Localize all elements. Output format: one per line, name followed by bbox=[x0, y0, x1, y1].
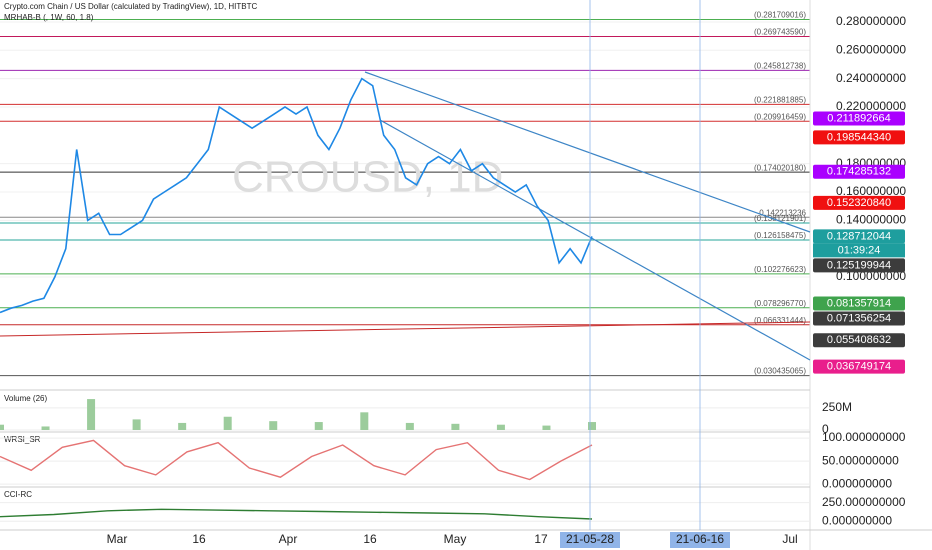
level-label: (0.126158475) bbox=[754, 231, 806, 240]
price-label: 0.071356254 bbox=[827, 312, 891, 324]
y-tick-label: 0 bbox=[822, 422, 829, 436]
level-label: (0.209916459) bbox=[754, 112, 806, 121]
volume-bar bbox=[0, 424, 4, 430]
level-label: (0.269743590) bbox=[754, 28, 806, 37]
x-tick-label: 16 bbox=[192, 532, 206, 546]
trend-line bbox=[0, 321, 811, 337]
y-tick-label: 0.280000000 bbox=[836, 14, 906, 28]
y-tick-label: 50.000000000 bbox=[822, 453, 899, 467]
price-label: 0.198544340 bbox=[827, 131, 891, 143]
panel-title: WRSI_SR bbox=[4, 435, 41, 444]
price-label: 0.055408632 bbox=[827, 334, 891, 346]
indicator-line bbox=[0, 508, 593, 520]
price-label: 0.125199944 bbox=[827, 259, 891, 271]
volume-bar bbox=[405, 422, 414, 430]
level-label: (0.078296770) bbox=[754, 299, 806, 308]
y-tick-label: 0.240000000 bbox=[836, 71, 906, 85]
price-label-box bbox=[813, 296, 905, 311]
y-tick-label: 0.160000000 bbox=[836, 184, 906, 198]
volume-bar bbox=[314, 422, 323, 430]
volume-bar bbox=[360, 412, 369, 430]
price-label-box bbox=[813, 195, 905, 210]
level-label: (0.281709016) bbox=[754, 11, 806, 20]
y-tick-label: 0.000000000 bbox=[822, 476, 892, 490]
price-label-box bbox=[813, 333, 905, 348]
level-label: (0.221881885) bbox=[754, 95, 806, 104]
volume-bar bbox=[542, 425, 551, 430]
volume-bar bbox=[132, 419, 141, 430]
price-label: 0.128712044 bbox=[827, 230, 891, 242]
title: Crypto.com Chain / US Dollar (calculated… bbox=[4, 2, 257, 11]
price-label: 0.174285132 bbox=[827, 166, 891, 178]
countdown: 01:39:24 bbox=[838, 244, 881, 256]
x-box bbox=[560, 532, 620, 548]
x-tick-label: Apr bbox=[279, 532, 298, 546]
price-label-box bbox=[813, 229, 905, 244]
volume-bar bbox=[178, 422, 187, 430]
price-line bbox=[0, 77, 593, 314]
price-label-box bbox=[813, 311, 905, 326]
y-tick-label: 0.000000000 bbox=[822, 513, 892, 527]
y-tick-label: 0.260000000 bbox=[836, 42, 906, 56]
y-tick-label: 0.140000000 bbox=[836, 213, 906, 227]
price-label-box bbox=[813, 111, 905, 126]
level-label: (0.245812738) bbox=[754, 62, 806, 71]
volume-bar bbox=[451, 423, 460, 430]
volume-bar bbox=[269, 421, 278, 430]
price-label-box bbox=[813, 164, 905, 179]
y-tick-label: 250M bbox=[822, 400, 852, 414]
panel-title: CCI-RC bbox=[4, 490, 32, 499]
x-box bbox=[670, 532, 730, 548]
y-tick-label: 0.100000000 bbox=[836, 269, 906, 283]
level-label: (0.138121901) bbox=[754, 214, 806, 223]
price-label-box bbox=[813, 258, 905, 273]
x-box-label: 21-06-16 bbox=[676, 532, 724, 546]
volume-bar bbox=[41, 426, 50, 430]
level-label: (0.030435065) bbox=[754, 367, 806, 376]
x-tick-label: May bbox=[444, 532, 467, 546]
volume-bar bbox=[223, 416, 232, 430]
indicator-line bbox=[0, 439, 593, 481]
x-tick-label: 17 bbox=[534, 532, 548, 546]
level-label: (0.174020180) bbox=[754, 163, 806, 172]
x-box-label: 21-05-28 bbox=[566, 532, 614, 546]
y-tick-label: 250.000000000 bbox=[822, 495, 906, 509]
panel-title: Volume (26) bbox=[4, 394, 47, 403]
price-label: 0.211892664 bbox=[827, 112, 890, 124]
volume-bar bbox=[87, 399, 96, 430]
x-tick-label: Mar bbox=[107, 532, 128, 546]
indicator-title: MRHAB-B (, 1W, 60, 1.8) bbox=[4, 13, 94, 22]
watermark: CROUSD, 1D bbox=[232, 153, 503, 202]
level-label: (0.066331444) bbox=[754, 316, 806, 325]
x-tick-label: 16 bbox=[363, 532, 377, 546]
level-label: 0.142213236 bbox=[759, 208, 806, 217]
y-tick-label: 0.220000000 bbox=[836, 99, 906, 113]
trend-line bbox=[364, 71, 811, 233]
price-label-box bbox=[813, 130, 905, 145]
price-label-box bbox=[813, 359, 905, 374]
price-label: 0.036749174 bbox=[827, 361, 891, 373]
countdown-box bbox=[813, 243, 905, 258]
x-tick-label: Jul bbox=[782, 532, 797, 546]
y-tick-label: 100.000000000 bbox=[822, 430, 906, 444]
level-label: (0.102276623) bbox=[754, 265, 806, 274]
volume-bar bbox=[496, 424, 505, 430]
volume-bar bbox=[588, 422, 596, 430]
price-label: 0.081357914 bbox=[827, 297, 891, 309]
price-label: 0.152320840 bbox=[827, 197, 891, 209]
